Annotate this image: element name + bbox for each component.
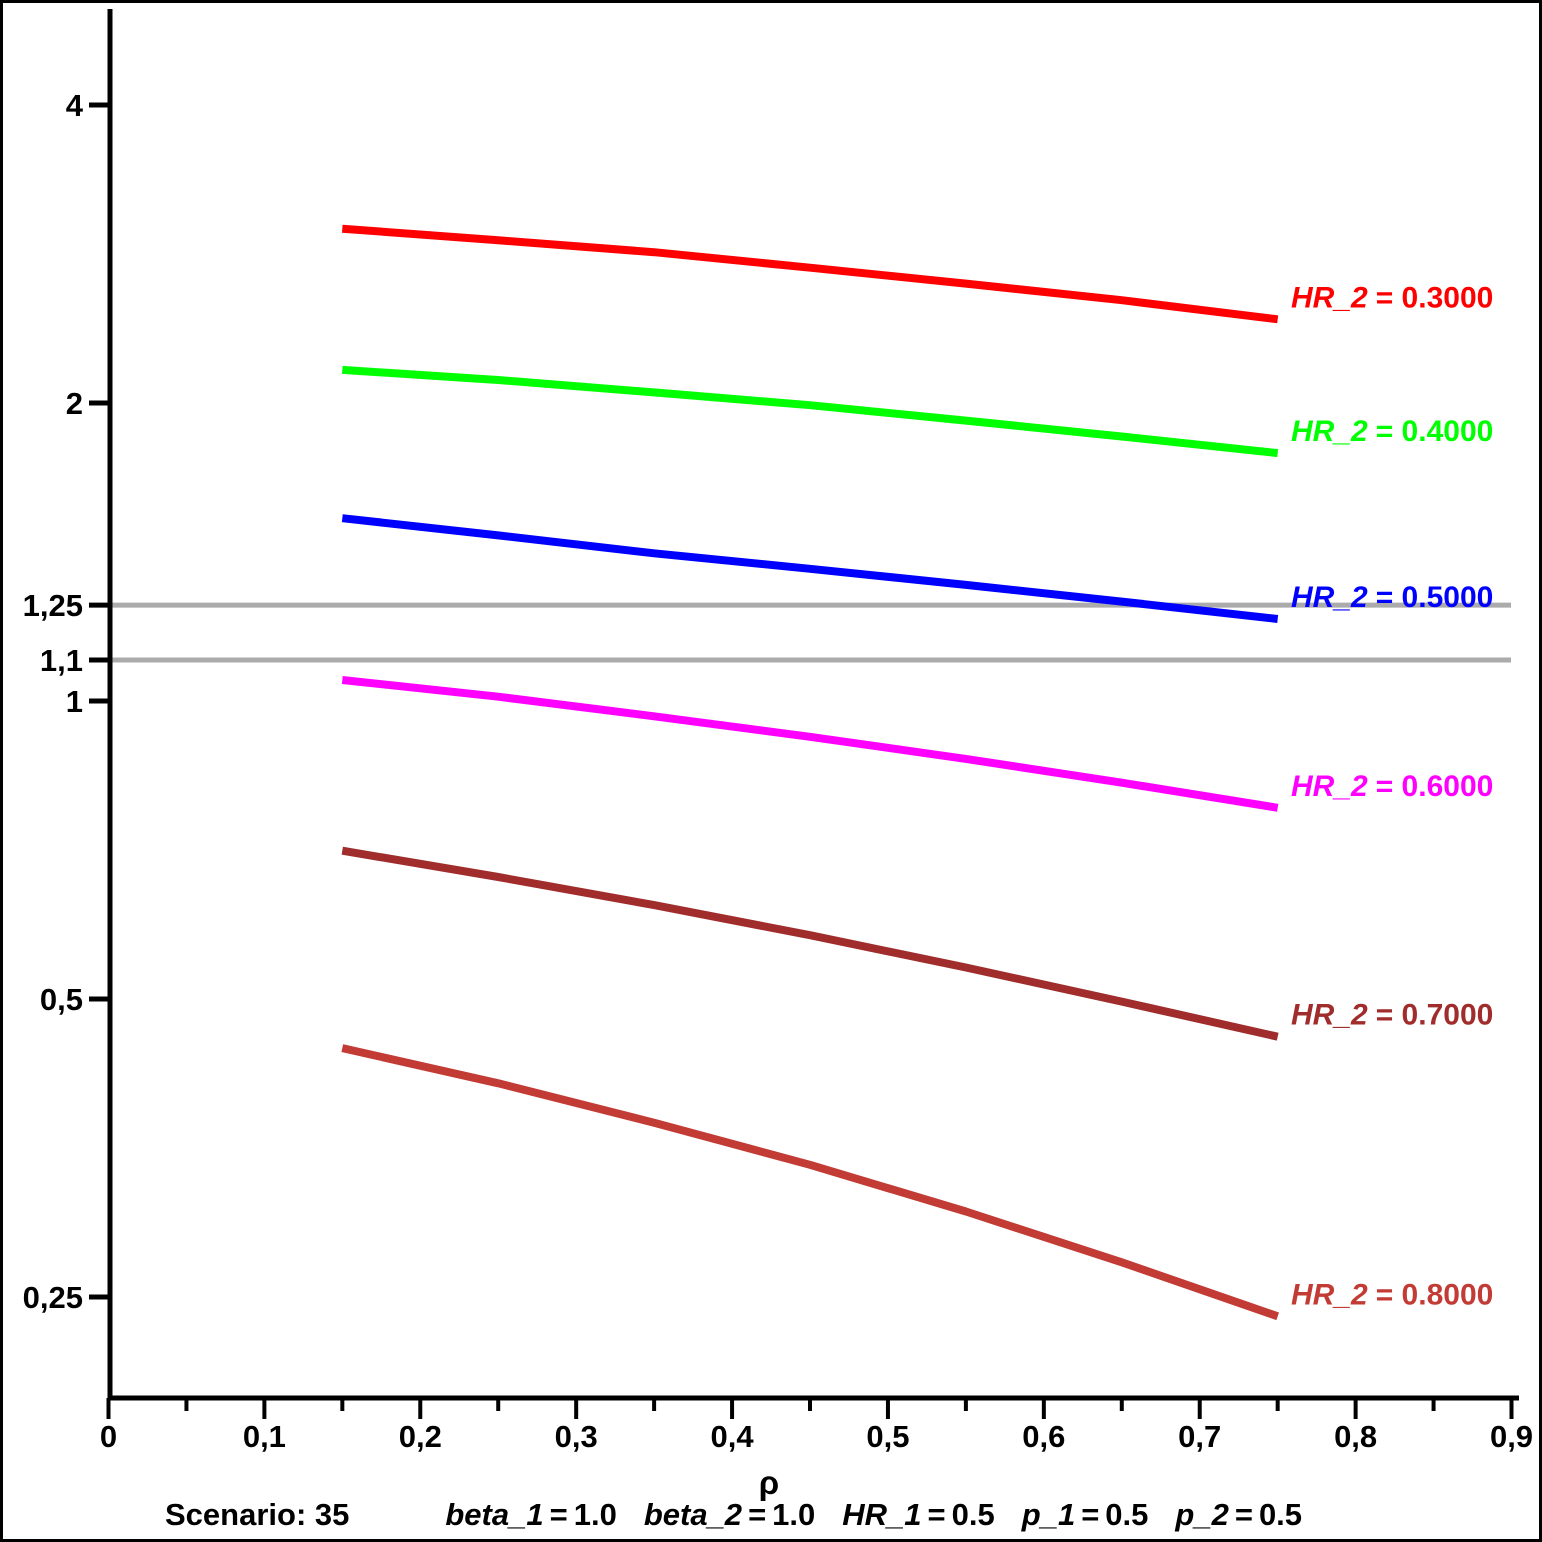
series-label: HR_2 = 0.6000 (1291, 770, 1493, 803)
equals-sign: = (927, 1497, 946, 1532)
series-line (342, 365, 1279, 458)
series-label: HR_2 = 0.5000 (1291, 581, 1493, 614)
series-line (341, 676, 1279, 812)
x-tick-label: 0,6 (1022, 1419, 1065, 1454)
y-tick-label: 4 (66, 88, 84, 123)
y-tick-label: 1 (66, 684, 83, 719)
parameter-value: 0.5 (1258, 1497, 1303, 1532)
parameter-name: beta_2 (643, 1497, 743, 1532)
parameter-name: p_2 (1175, 1497, 1229, 1532)
equals-sign: = (1081, 1497, 1100, 1532)
x-tick-label: 0,8 (1334, 1419, 1377, 1454)
x-tick-label: 0,1 (243, 1419, 286, 1454)
x-tick-label: 0,4 (711, 1419, 755, 1454)
parameter: HR_1 = 0.5 (842, 1497, 994, 1533)
parameter-value: 0.5 (951, 1497, 995, 1532)
parameter-list: beta_1 = 1.0 beta_2 = 1.0 HR_1 = 0.5 p_1 = 0.5 p_2 = 0… (445, 1497, 1302, 1533)
parameter: p_2 = 0.5 (1175, 1497, 1302, 1533)
y-tick-label: 1,25 (23, 588, 83, 623)
series-line (342, 224, 1279, 324)
y-tick-label: 0,5 (40, 982, 83, 1017)
series-label: HR_2 = 0.7000 (1291, 999, 1493, 1032)
parameter: beta_2 = 1.0 (644, 1497, 815, 1533)
y-tick-label: 2 (66, 386, 83, 421)
y-tick-label: 0,25 (23, 1280, 83, 1315)
equals-sign: = (549, 1497, 568, 1532)
x-tick-label: 0,9 (1490, 1419, 1533, 1454)
parameter-value: 0.5 (1105, 1497, 1149, 1532)
x-tick-label: 0 (100, 1419, 117, 1454)
equals-sign: = (1234, 1497, 1253, 1532)
y-tick-label: 1,1 (40, 643, 83, 678)
parameter: beta_1 = 1.0 (445, 1497, 616, 1533)
x-tick-label: 0,5 (866, 1419, 909, 1454)
scenario-annotation: Scenario: 35 beta_1 = 1.0 beta_2 = 1.0 HR_1 = 0.… (165, 1497, 1302, 1533)
plot-svg: 4 2 1,25 1,1 1 0,5 0,25 0 0,1 0,2 0,3 0,4 0,5 0,6 0,7 0… (23, 9, 1533, 1454)
parameter: p_1 = 0.5 (1022, 1497, 1149, 1533)
series-line (341, 514, 1279, 623)
x-tick-label: 0,3 (555, 1419, 598, 1454)
parameter-value: 1.0 (772, 1497, 816, 1532)
series-line (341, 1044, 1280, 1321)
parameter-name: HR_1 (842, 1497, 922, 1532)
parameter-value: 1.0 (573, 1497, 617, 1532)
scenario-label: Scenario: 35 (165, 1497, 350, 1532)
parameter-name: p_1 (1021, 1497, 1076, 1532)
series-label: HR_2 = 0.8000 (1291, 1278, 1493, 1311)
parameter-name: beta_1 (445, 1497, 544, 1532)
series-line (341, 846, 1279, 1041)
series-label: HR_2 = 0.3000 (1291, 281, 1493, 314)
equals-sign: = (748, 1497, 767, 1532)
x-tick-label: 0,7 (1178, 1419, 1221, 1454)
x-tick-label: 0,2 (399, 1419, 442, 1454)
x-axis-title: ρ (758, 1464, 780, 1501)
series-label: HR_2 = 0.4000 (1291, 415, 1493, 448)
